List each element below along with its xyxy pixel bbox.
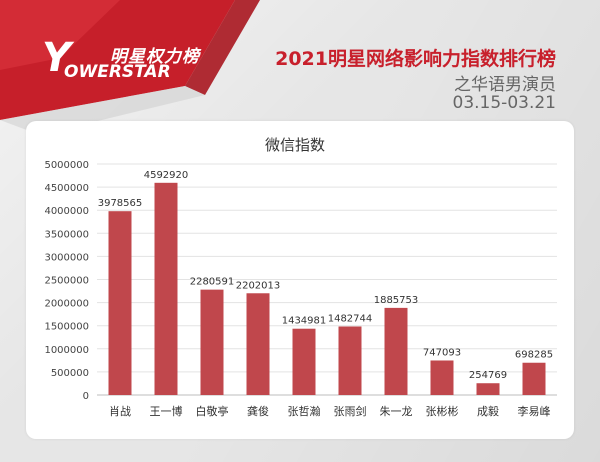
bar — [384, 307, 408, 395]
bar — [108, 211, 132, 395]
bar — [476, 383, 500, 395]
y-tick-label: 2000000 — [44, 299, 89, 310]
chart-card: 微信指数 0 500000 1000000 1500000 2000000 2500000… — [26, 121, 574, 439]
y-tick-label: 4500000 — [44, 183, 89, 194]
y-tick-label: 1500000 — [44, 322, 89, 333]
bar-value-label: 747093 — [423, 347, 461, 358]
page-subtitle: 之华语男演员 — [454, 75, 556, 95]
x-tick-label: 王一博 — [150, 405, 183, 418]
brand-logo: Y 明星权力榜 OWERSTAR — [42, 38, 200, 82]
date-range: 03.15-03.21 — [452, 93, 556, 113]
bar-value-label: 4592920 — [144, 170, 189, 181]
x-tick-label: 张雨剑 — [334, 404, 367, 418]
bar — [338, 326, 362, 395]
x-tick-label: 张哲瀚 — [288, 404, 321, 418]
bar — [246, 293, 270, 395]
bar-value-label: 1434981 — [282, 316, 327, 327]
y-tick-label: 500000 — [51, 368, 89, 379]
y-tick-label: 0 — [83, 391, 89, 402]
x-tick-label: 朱一龙 — [380, 405, 413, 418]
bar-value-label: 254769 — [469, 370, 507, 381]
bar — [200, 289, 224, 395]
y-tick-label: 2500000 — [44, 276, 89, 287]
bar-value-label: 1482744 — [328, 313, 373, 324]
y-tick-label: 3500000 — [44, 229, 89, 240]
header-banner — [0, 0, 260, 135]
chart-title: 微信指数 — [265, 136, 325, 154]
x-tick-label: 白敬亭 — [196, 404, 229, 418]
y-tick-label: 1000000 — [44, 345, 89, 356]
x-tick-label: 李易峰 — [518, 404, 551, 418]
x-tick-label: 龚俊 — [247, 404, 269, 418]
bar — [154, 182, 178, 395]
logo-y-mark: Y — [42, 35, 71, 81]
page-title: 2021明星网络影响力指数排行榜 — [275, 48, 556, 70]
y-tick-label: 4000000 — [44, 206, 89, 217]
bar — [522, 362, 546, 395]
bar — [430, 360, 454, 395]
bar-value-label: 2280591 — [190, 277, 235, 288]
bar-value-label: 2202013 — [236, 280, 281, 291]
bar-value-label: 3978565 — [98, 198, 143, 209]
bar-value-label: 1885753 — [374, 295, 419, 306]
x-tick-label: 肖战 — [109, 404, 131, 418]
logo-english-text: OWERSTAR — [64, 62, 171, 82]
x-tick-label: 成毅 — [477, 404, 499, 418]
logo-chinese-text: 明星权力榜 — [110, 47, 200, 67]
bar-chart: 微信指数 0 500000 1000000 1500000 2000000 2500000… — [44, 136, 557, 418]
bar — [292, 328, 316, 395]
bar-value-label: 698285 — [515, 350, 553, 361]
y-tick-label: 3000000 — [44, 252, 89, 263]
y-tick-label: 5000000 — [44, 160, 89, 171]
x-tick-label: 张彬彬 — [426, 405, 459, 418]
